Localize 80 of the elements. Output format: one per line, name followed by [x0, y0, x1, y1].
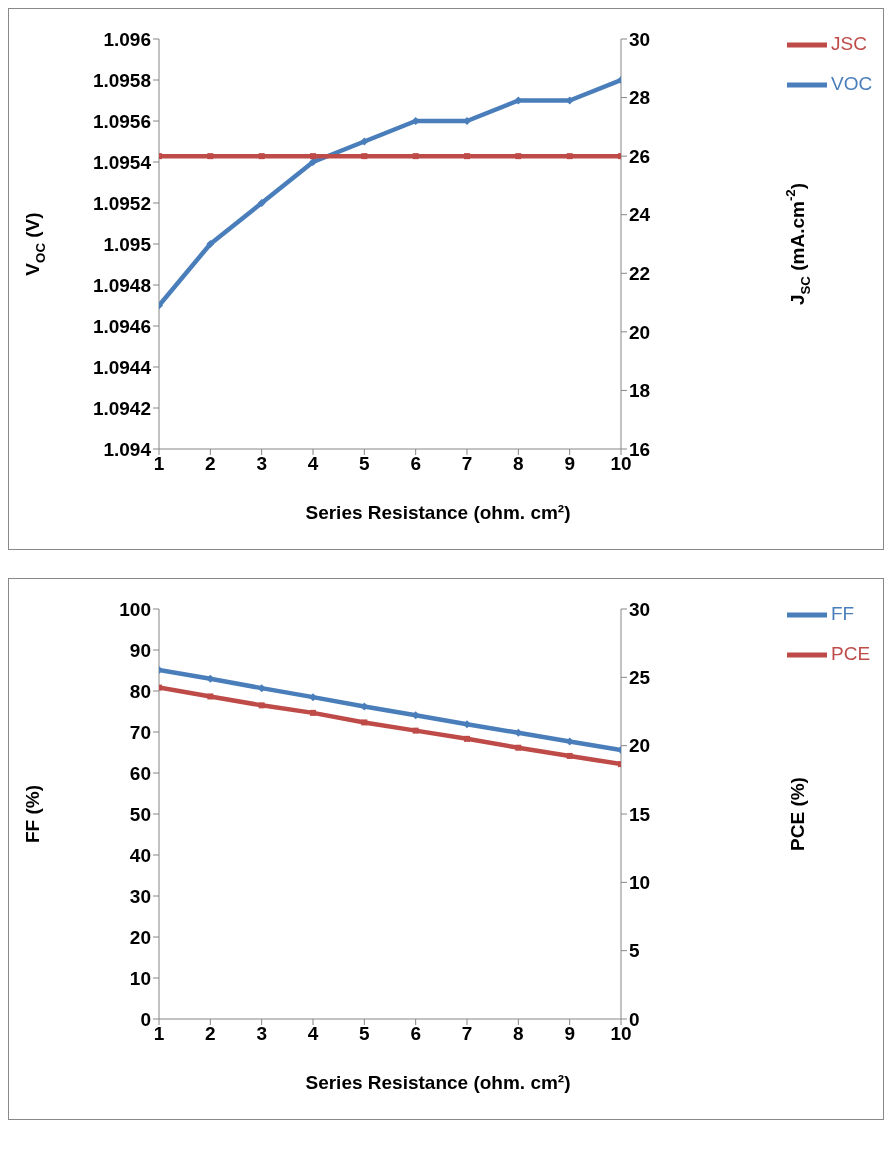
- legend-label: PCE: [831, 643, 871, 665]
- y2-tick-label: 30: [629, 598, 651, 620]
- x-tick-label: 5: [359, 453, 371, 475]
- point: [361, 719, 368, 726]
- point: [463, 720, 471, 729]
- point: [566, 752, 573, 759]
- x-tick-label: 9: [564, 1023, 575, 1045]
- y-tick-label: 30: [129, 885, 151, 907]
- y-tick-label: 90: [129, 639, 151, 661]
- x-tick-label: 1: [153, 453, 165, 475]
- y2-tick-label: 5: [629, 940, 640, 962]
- point: [206, 240, 215, 248]
- y2-tick-label: 10: [629, 872, 651, 894]
- x-tick-label: 6: [410, 453, 421, 475]
- x-tick-label: 2: [205, 1023, 216, 1045]
- x-tick-label: 5: [359, 1023, 371, 1045]
- x-axis-title: Series Resistance (ohm. cm²): [305, 1072, 571, 1094]
- y-axis-title: FF (%): [22, 784, 44, 844]
- x-tick-label: 4: [307, 1023, 319, 1045]
- y-tick-label: 1.0942: [92, 397, 151, 419]
- y-tick-label: 1.094: [103, 438, 152, 460]
- x-tick-label: 4: [307, 453, 319, 475]
- y2-tick-label: 0: [629, 1008, 640, 1030]
- point: [257, 684, 266, 693]
- y2-tick-label: 28: [629, 87, 651, 109]
- y-tick-label: 1.0956: [92, 110, 151, 132]
- x-tick-label: 3: [256, 453, 267, 475]
- y-tick-label: 1.096: [103, 28, 151, 50]
- y2-tick-label: 30: [629, 28, 651, 50]
- y-tick-label: 100: [119, 598, 151, 620]
- y-tick-label: 1.0946: [92, 315, 151, 337]
- point: [515, 744, 522, 751]
- y-tick-label: 0: [140, 1008, 151, 1030]
- x-axis-title: Series Resistance (ohm. cm²): [305, 502, 571, 524]
- x-tick-label: 2: [205, 453, 216, 475]
- legend-label: FF: [831, 603, 855, 625]
- y-tick-label: 20: [129, 926, 151, 948]
- y-tick-label: 80: [129, 680, 151, 702]
- y-tick-label: 1.0948: [92, 274, 151, 296]
- y2-tick-label: 24: [629, 204, 651, 226]
- y2-axis-title: PCE (%): [787, 777, 809, 851]
- y2-tick-label: 15: [629, 803, 651, 825]
- y-tick-label: 1.0954: [92, 151, 152, 173]
- y2-tick-label: 18: [629, 380, 651, 402]
- y2-tick-label: 26: [629, 145, 651, 167]
- y2-tick-label: 16: [629, 438, 651, 460]
- y2-tick-label: 20: [629, 735, 651, 757]
- x-tick-label: 9: [564, 453, 575, 475]
- point: [207, 693, 214, 700]
- x-tick-label: 3: [256, 1023, 267, 1045]
- legend-label: JSC: [831, 33, 867, 55]
- y-tick-label: 1.0958: [92, 69, 151, 91]
- line-series: [159, 684, 621, 768]
- point: [309, 693, 317, 702]
- y2-tick-label: 20: [629, 321, 651, 343]
- x-tick-label: 6: [410, 1023, 421, 1045]
- x-tick-label: 7: [461, 1023, 473, 1045]
- point: [360, 137, 369, 146]
- point: [310, 709, 316, 716]
- point: [412, 727, 419, 734]
- y2-tick-label: 22: [629, 263, 651, 285]
- y2-tick-label: 25: [629, 667, 651, 689]
- x-tick-label: 1: [153, 1023, 165, 1045]
- point: [258, 702, 265, 709]
- y-tick-label: 50: [129, 803, 151, 825]
- line-series: [159, 666, 621, 755]
- y-tick-label: 10: [129, 967, 151, 989]
- point: [309, 158, 317, 166]
- y-tick-label: 40: [129, 844, 151, 866]
- legend-label: VOC: [831, 73, 873, 95]
- y-tick-label: 70: [129, 721, 151, 743]
- y-tick-label: 1.0952: [92, 192, 151, 214]
- point: [464, 735, 470, 742]
- x-tick-label: 8: [513, 1023, 524, 1045]
- y-tick-label: 1.095: [103, 233, 152, 255]
- y-tick-label: 1.0944: [92, 356, 152, 378]
- x-tick-label: 8: [513, 453, 524, 475]
- x-tick-label: 7: [461, 453, 473, 475]
- point: [257, 199, 266, 207]
- y-tick-label: 60: [129, 762, 151, 784]
